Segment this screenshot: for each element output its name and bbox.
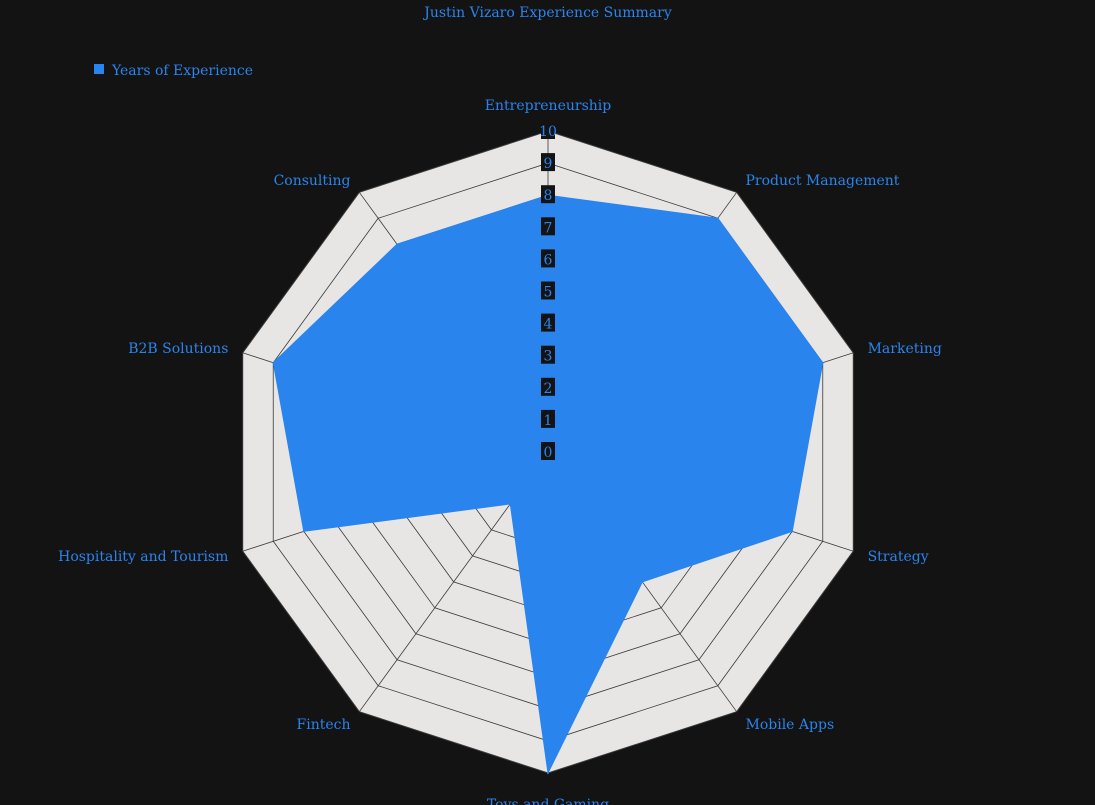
data-point-strategy <box>791 530 794 533</box>
legend-label-years-of-experience: Years of Experience <box>111 63 253 79</box>
axis-label-marketing: Marketing <box>868 341 942 357</box>
tick-label-2: 2 <box>544 381 553 397</box>
tick-box <box>541 442 555 460</box>
data-point-consulting <box>396 243 399 246</box>
axis-label-consulting: Consulting <box>274 173 351 189</box>
tick-box <box>541 217 555 236</box>
tick-label-10: 10 <box>539 124 557 140</box>
tick-box <box>541 249 555 268</box>
data-point-b2b-solutions <box>272 361 275 364</box>
legend: Years of Experience <box>94 63 253 79</box>
axis-label-fintech: Fintech <box>297 717 351 733</box>
tick-box <box>541 345 555 364</box>
tick-box <box>541 313 555 332</box>
data-point-hospitality-and-tourism <box>302 530 305 533</box>
data-point-fintech <box>509 502 512 505</box>
tick-label-1: 1 <box>544 413 553 429</box>
axis-label-entrepreneurship: Entrepreneurship <box>485 98 611 114</box>
tick-box <box>541 409 555 428</box>
legend-swatch <box>94 64 104 74</box>
tick-label-9: 9 <box>544 156 553 172</box>
axis-label-strategy: Strategy <box>868 549 929 565</box>
axis-label-product-management: Product Management <box>746 173 900 189</box>
data-point-toys-and-gaming <box>547 772 549 774</box>
tick-box <box>541 185 555 204</box>
data-point-product-management <box>716 217 719 220</box>
data-point-mobile-apps <box>641 580 644 583</box>
tick-box <box>541 377 555 396</box>
axis-label-mobile-apps: Mobile Apps <box>746 717 835 733</box>
tick-box <box>541 153 555 172</box>
radial-ticks: 0 1 2 3 4 5 6 7 8 9 10 <box>539 121 557 461</box>
tick-label-6: 6 <box>544 252 553 268</box>
tick-label-4: 4 <box>544 317 553 333</box>
data-point-marketing <box>821 361 824 364</box>
axis-label-hospitality-and-tourism: Hospitality and Tourism <box>58 549 228 565</box>
axis-label-b2b-solutions: B2B Solutions <box>128 341 228 357</box>
tick-label-0: 0 <box>544 445 553 461</box>
chart-title: Justin Vizaro Experience Summary <box>422 5 672 21</box>
tick-box <box>541 121 555 139</box>
tick-label-7: 7 <box>544 220 553 236</box>
tick-box <box>541 281 555 300</box>
tick-label-5: 5 <box>544 285 553 301</box>
axis-labels: Entrepreneurship Product Management Market… <box>58 98 942 805</box>
axis-label-toys-and-gaming: Toys and Gaming <box>487 797 609 805</box>
tick-label-3: 3 <box>544 349 553 365</box>
tick-label-8: 8 <box>544 188 553 204</box>
